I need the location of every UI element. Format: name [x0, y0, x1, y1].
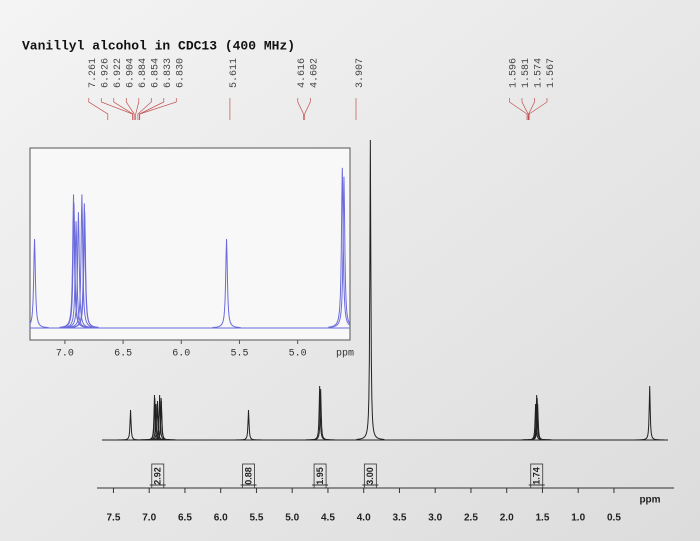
inset-tick-label: 5.0: [289, 349, 307, 360]
inset-peak: [329, 176, 350, 328]
chart-title: Vanillyl alcohol in CDC13 (400 MHz): [22, 38, 295, 53]
peak-label-connector: [88, 98, 109, 120]
inset-plot: [30, 167, 350, 329]
peak-label: 6.830: [175, 58, 186, 88]
inset-peak: [67, 194, 96, 328]
x-tick-label: 3.5: [392, 513, 406, 524]
integral-box: [242, 463, 255, 489]
inset-peak: [59, 203, 89, 328]
integral-box: [313, 463, 327, 489]
inset-tick-label: 7.0: [56, 349, 74, 360]
peak: [234, 409, 263, 441]
x-tick-label: 1.0: [571, 513, 585, 524]
peak-label: 1.581: [521, 58, 532, 88]
peak-label: 1.596: [509, 58, 520, 88]
x-tick-label: 1.5: [535, 513, 549, 524]
peak-label: 6.904: [125, 58, 136, 88]
peak-label: 6.854: [150, 58, 161, 88]
inset-peak: [212, 238, 241, 329]
peak: [306, 388, 335, 441]
inset-peak: [70, 212, 99, 328]
peak-label: 6.926: [100, 58, 111, 88]
peak-label-connector: [113, 98, 134, 120]
peak-label: 6.833: [163, 58, 174, 88]
peak-label-connector: [509, 98, 528, 120]
peak-label-connector: [139, 98, 177, 120]
peak-label: 6.922: [113, 58, 124, 88]
inset-peak: [328, 167, 350, 328]
peak-label: 6.884: [138, 58, 149, 88]
integral-label: 3.00: [365, 467, 375, 485]
inset-tick-label: 6.5: [114, 349, 132, 360]
peak-label: 1.574: [534, 58, 545, 88]
peak: [147, 400, 176, 441]
x-tick-label: 7.5: [106, 513, 120, 524]
peak-label-connector: [135, 98, 140, 120]
inset-axis-label: ppm: [336, 349, 354, 360]
inset-tick-label: 5.5: [230, 349, 248, 360]
x-tick-label: 3.0: [428, 513, 442, 524]
x-tick-label: 7.0: [142, 513, 156, 524]
integral-label: 1.95: [315, 467, 325, 485]
x-axis-label: ppm: [639, 495, 660, 506]
integral-box: [151, 463, 165, 489]
peak-label: 1.567: [546, 58, 557, 88]
peak-label: 4.602: [309, 58, 320, 88]
peak-label-connector: [528, 98, 535, 120]
peak-label: 7.261: [88, 58, 99, 88]
integral-box: [363, 463, 377, 489]
peak-label-connector: [297, 98, 304, 120]
peak-label: 3.907: [355, 58, 366, 88]
peak-label-connector: [528, 98, 548, 120]
x-tick-label: 6.0: [214, 513, 228, 524]
x-tick-label: 4.5: [321, 513, 335, 524]
peak: [635, 385, 664, 441]
x-tick-label: 2.5: [464, 513, 478, 524]
integral-label: 2.92: [153, 467, 163, 485]
x-tick-label: 2.0: [500, 513, 514, 524]
inset-tick-label: 6.0: [172, 349, 190, 360]
peak-label-connector: [137, 98, 152, 120]
inset-peak: [30, 238, 49, 329]
x-tick-label: 5.0: [285, 513, 299, 524]
x-tick-label: 0.5: [607, 513, 621, 524]
x-tick-label: 5.5: [249, 513, 263, 524]
inset-peak: [64, 212, 93, 328]
integral-label: 1.74: [532, 467, 542, 485]
peak: [116, 409, 145, 441]
x-tick-label: 6.5: [178, 513, 192, 524]
integral-box: [530, 463, 544, 489]
peak-label-connector: [304, 98, 311, 120]
peak-label-connector: [521, 98, 529, 120]
peak-label: 4.616: [297, 58, 308, 88]
x-tick-label: 4.0: [357, 513, 371, 524]
integral-label: 0.88: [243, 467, 253, 485]
peak-label-connector: [125, 98, 135, 120]
peak-label: 5.611: [229, 58, 240, 88]
peak: [523, 403, 552, 441]
peak: [356, 139, 385, 440]
